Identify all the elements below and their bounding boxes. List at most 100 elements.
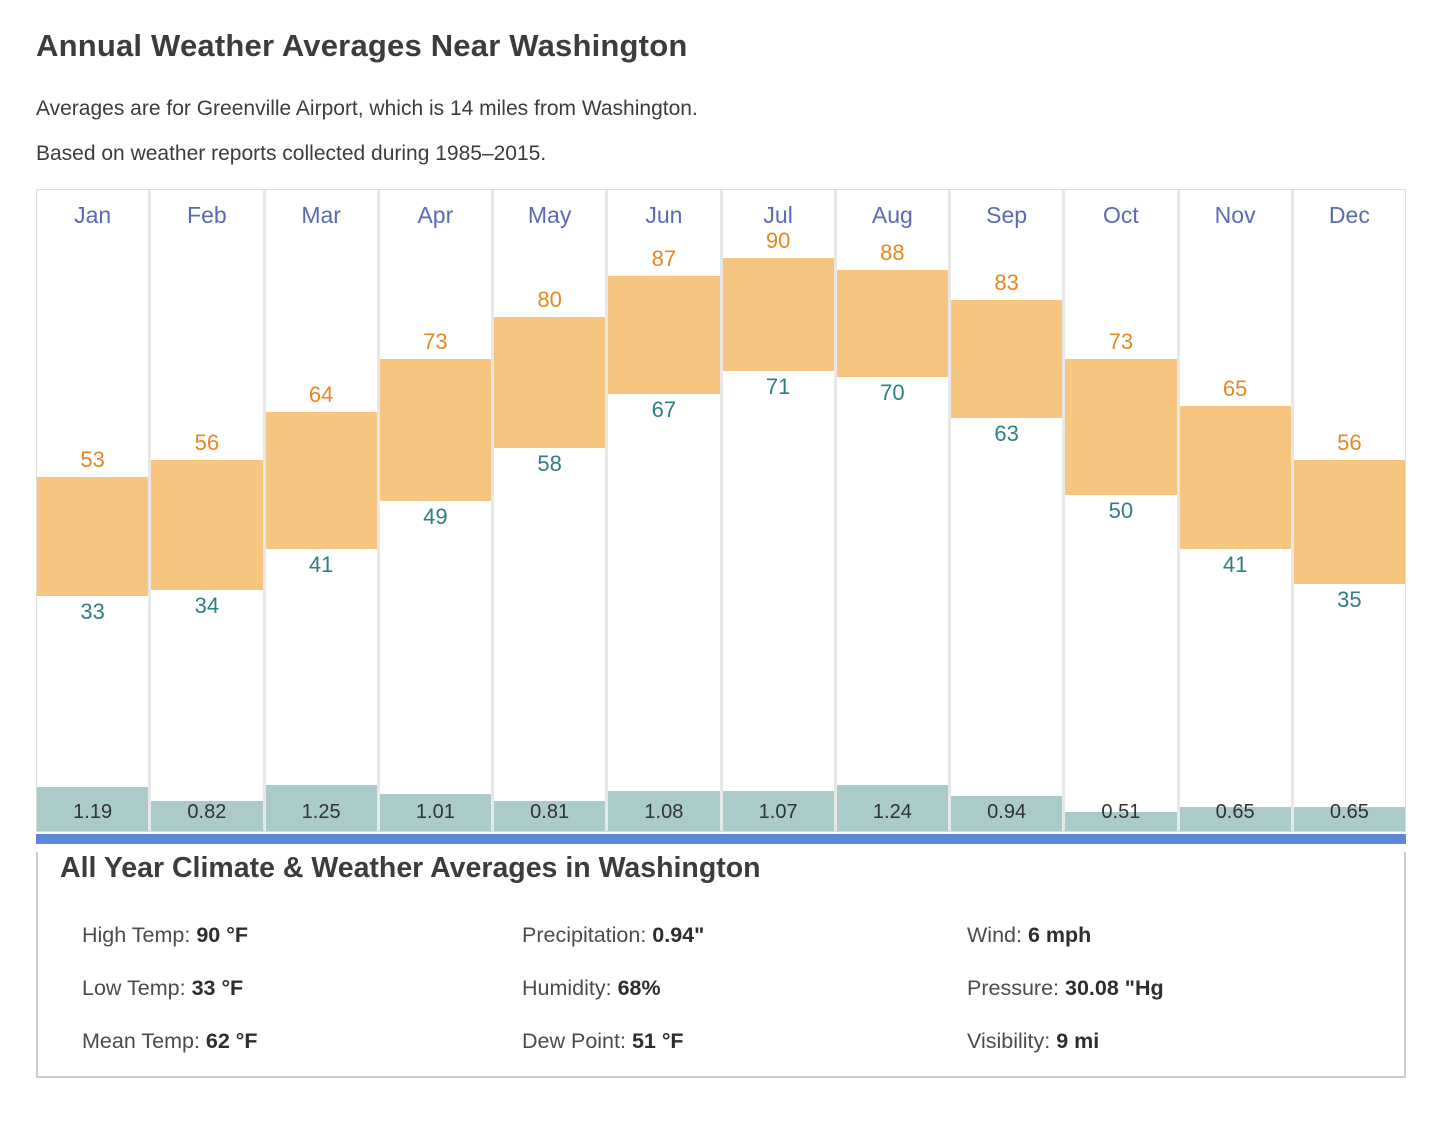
month-label: May (527, 202, 572, 228)
high-temp-value: 88 (880, 240, 905, 265)
precipitation-value: 1.08 (644, 801, 684, 823)
high-temp-value: 56 (194, 430, 220, 455)
precipitation-bar (722, 791, 834, 831)
high-temp-value: 56 (1337, 430, 1362, 455)
temp-range-bar (1065, 359, 1177, 495)
page-title: Annual Weather Averages Near Washington (36, 28, 688, 63)
month-label: Feb (187, 202, 227, 228)
low-temp-value: 50 (1108, 498, 1134, 523)
high-temp-value: 80 (537, 287, 562, 312)
high-temp-value: 87 (651, 246, 677, 271)
divider-bar (36, 834, 1406, 844)
high-temp-value: 73 (1108, 329, 1134, 354)
low-temp-value: 41 (308, 552, 334, 577)
precipitation-bar (494, 801, 606, 831)
low-temp-value: 58 (537, 451, 562, 476)
precipitation-bar (1179, 807, 1291, 831)
month-column: Feb 56 34 0.82 (151, 190, 263, 831)
precipitation-value: 1.19 (73, 801, 113, 823)
low-temp-value: 67 (651, 397, 677, 422)
month-column: Apr 73 49 1.01 (379, 190, 491, 831)
high-temp-value: 53 (80, 447, 105, 472)
temp-range-bar (151, 460, 263, 590)
low-temp-value: 70 (880, 380, 905, 405)
temp-range-bar (265, 412, 377, 549)
temp-range-bar (37, 477, 149, 596)
high-temp-value: 83 (994, 270, 1019, 295)
temp-range-bar (836, 270, 948, 377)
low-temp-value: 49 (423, 504, 448, 529)
precipitation-bar (379, 794, 491, 831)
month-column: Nov 65 41 0.65 (1179, 190, 1291, 831)
stat-precipitation: Precipitation: 0.94" (522, 923, 705, 947)
precipitation-bar (1065, 812, 1177, 831)
stat-low-temp: Low Temp: 33 °F (82, 976, 244, 1000)
stat-wind: Wind: 6 mph (967, 923, 1092, 947)
month-label: Mar (301, 202, 341, 228)
month-column: Sep 83 63 0.94 (951, 190, 1063, 831)
stat-dew-point: Dew Point: 51 °F (522, 1029, 684, 1053)
summary-stats: High Temp: 90 °F Precipitation: 0.94" Wi… (82, 909, 1404, 1068)
low-temp-value: 41 (1222, 552, 1248, 577)
subtitle-location: Averages are for Greenville Airport, whi… (36, 97, 698, 120)
month-column: Jun 87 67 1.08 (608, 190, 720, 831)
precipitation-bar (151, 801, 263, 831)
precipitation-value: 0.51 (1101, 801, 1141, 823)
weather-page: Annual Weather Averages Near Washington … (36, 0, 1406, 1078)
precipitation-bar (951, 796, 1063, 831)
month-column: Aug 88 70 1.24 (836, 190, 948, 831)
stat-mean-temp: Mean Temp: 62 °F (82, 1029, 258, 1053)
precipitation-bar (265, 785, 377, 831)
high-temp-value: 64 (308, 382, 334, 407)
low-temp-value: 35 (1337, 587, 1362, 612)
month-label: Dec (1328, 202, 1370, 228)
precipitation-bar (37, 787, 149, 831)
month-label: Oct (1102, 202, 1139, 228)
precipitation-value: 1.24 (872, 801, 912, 823)
stat-pressure: Pressure: 30.08 "Hg (967, 976, 1164, 1000)
temp-range-bar (608, 276, 720, 394)
temp-range-bar (1293, 460, 1405, 584)
precipitation-bar (836, 785, 948, 831)
precipitation-bar (1293, 807, 1405, 831)
month-label: Jan (74, 202, 112, 228)
month-label: Sep (986, 202, 1028, 228)
stat-high-temp: High Temp: 90 °F (82, 923, 248, 947)
low-temp-value: 33 (80, 599, 105, 624)
high-temp-value: 90 (765, 228, 791, 253)
annual-weather-chart: Jan 53 33 1.19 Feb 56 34 0.82 Mar 64 41 1.25 Apr 73 49… (36, 189, 1406, 832)
month-column: May 80 58 0.81 (494, 190, 606, 831)
precipitation-value: 0.65 (1215, 801, 1255, 823)
temp-range-bar (722, 258, 834, 371)
low-temp-value: 63 (994, 421, 1019, 446)
low-temp-value: 34 (194, 593, 220, 618)
summary-panel: All Year Climate & Weather Averages in W… (36, 852, 1406, 1078)
precipitation-bar (608, 791, 720, 831)
temp-range-bar (951, 300, 1063, 418)
month-column: Jul 90 71 1.07 (722, 190, 834, 831)
precipitation-value: 0.65 (1329, 801, 1369, 823)
month-column: Jan 53 33 1.19 (37, 190, 149, 831)
month-column: Oct 73 50 0.51 (1065, 190, 1177, 831)
stat-humidity: Humidity: 68% (522, 976, 661, 1000)
subtitle-period: Based on weather reports collected durin… (36, 142, 547, 165)
temp-range-bar (494, 317, 606, 448)
precipitation-value: 0.81 (530, 801, 570, 823)
temp-range-bar (1179, 406, 1291, 549)
precipitation-value: 0.82 (187, 801, 227, 823)
month-column: Dec 56 35 0.65 (1293, 190, 1405, 831)
month-label: Nov (1214, 202, 1256, 228)
month-column: Mar 64 41 1.25 (265, 190, 377, 831)
month-label: Jul (763, 202, 793, 228)
precipitation-value: 1.01 (415, 801, 455, 823)
stat-visibility: Visibility: 9 mi (967, 1029, 1100, 1053)
summary-title: All Year Climate & Weather Averages in W… (60, 852, 761, 884)
precipitation-value: 0.94 (987, 801, 1027, 823)
low-temp-value: 71 (765, 374, 791, 399)
month-label: Aug (871, 202, 913, 228)
precipitation-value: 1.25 (301, 801, 341, 823)
temp-range-bar (379, 359, 491, 501)
precipitation-value: 1.07 (758, 801, 798, 823)
month-label: Jun (645, 202, 683, 228)
high-temp-value: 73 (423, 329, 448, 354)
